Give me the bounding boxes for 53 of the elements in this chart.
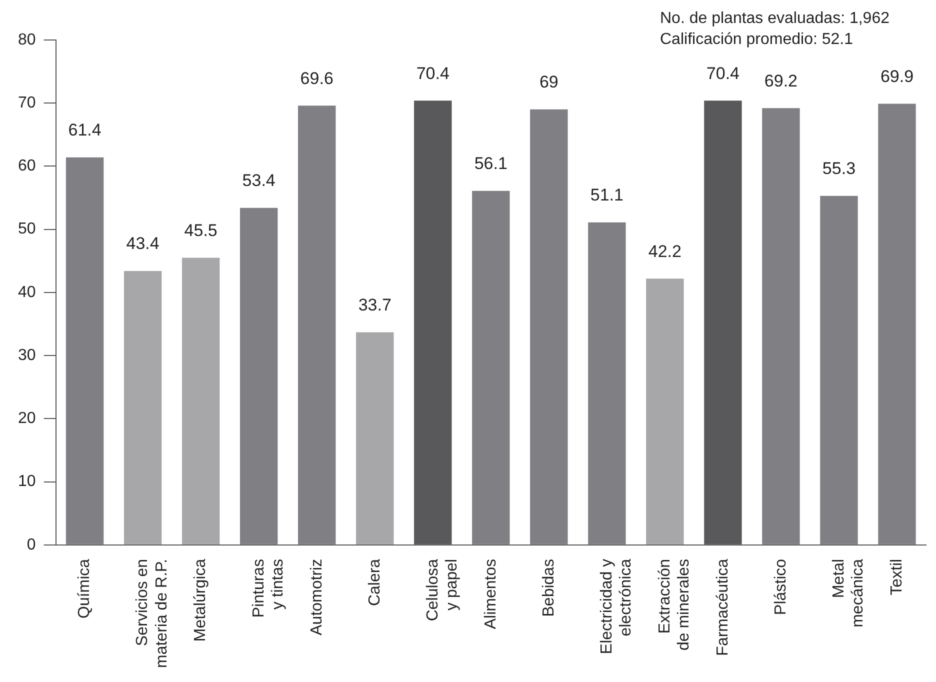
bar: [820, 196, 858, 544]
data-label: 56.1: [474, 154, 508, 174]
x-tick-label: Servicios en materia de R.P.: [134, 558, 170, 668]
bar: [472, 190, 510, 544]
bar: [588, 222, 626, 544]
bar: [66, 157, 104, 544]
y-tick-label: 80: [18, 31, 36, 48]
x-tick-label: Farmacéutica: [714, 558, 732, 656]
data-label: 61.4: [68, 120, 102, 140]
x-tick-label: Química: [76, 558, 94, 618]
bar: [878, 104, 916, 544]
bar: [762, 108, 800, 544]
text: No. de plantas evaluadas: 1,962: [660, 9, 890, 29]
data-label: 69: [539, 72, 558, 92]
bar: [182, 258, 220, 544]
x-tick-label: Electricidad y electrónica: [598, 558, 635, 654]
x-tick-label: Plástico: [772, 558, 790, 615]
data-label: 70.4: [416, 64, 450, 83]
y-tick-label: 60: [18, 158, 36, 175]
data-label: 33.7: [358, 295, 392, 314]
y-tick-label: 10: [18, 473, 36, 490]
data-label: 69.6: [300, 68, 334, 88]
x-tick-label: Celulosa y papel: [424, 558, 460, 622]
bar: [646, 278, 684, 544]
x-tick-label: Textil: [888, 558, 906, 596]
bar: [298, 106, 336, 544]
annotation: Calificación promedio: 52.1: [660, 30, 854, 50]
y-tick-label: 30: [18, 346, 36, 364]
y-tick-label: 70: [18, 94, 36, 112]
bar: [356, 332, 394, 544]
data-label: 69.2: [764, 71, 798, 90]
data-label: 55.3: [822, 159, 856, 178]
x-tick-label: Alimentos: [482, 558, 500, 630]
data-label: 45.5: [184, 220, 218, 240]
x-tick-label: Metalúrgica: [192, 558, 210, 642]
x-tick-label: Bebidas: [540, 558, 558, 617]
x-tick-label: Automotriz: [308, 558, 326, 636]
data-label: 51.1: [590, 186, 624, 205]
y-tick-label: 50: [18, 220, 36, 238]
data-label: 43.4: [126, 234, 160, 254]
y-tick-label: 40: [18, 284, 36, 301]
y-tick-label: 0: [26, 536, 36, 554]
data-label: 53.4: [242, 171, 276, 190]
bar: [530, 109, 568, 544]
x-tick-label: Pinturas y tintas: [250, 558, 286, 618]
data-label: 70.4: [706, 64, 740, 83]
data-label: 42.2: [648, 242, 682, 261]
bar: [240, 208, 278, 544]
y-tick-label: 20: [18, 410, 36, 428]
bar: [124, 270, 162, 544]
data-label: 69.9: [880, 66, 914, 86]
x-tick-label: Calera: [366, 558, 384, 606]
x-tick-label: Metal mecánica: [830, 558, 867, 628]
